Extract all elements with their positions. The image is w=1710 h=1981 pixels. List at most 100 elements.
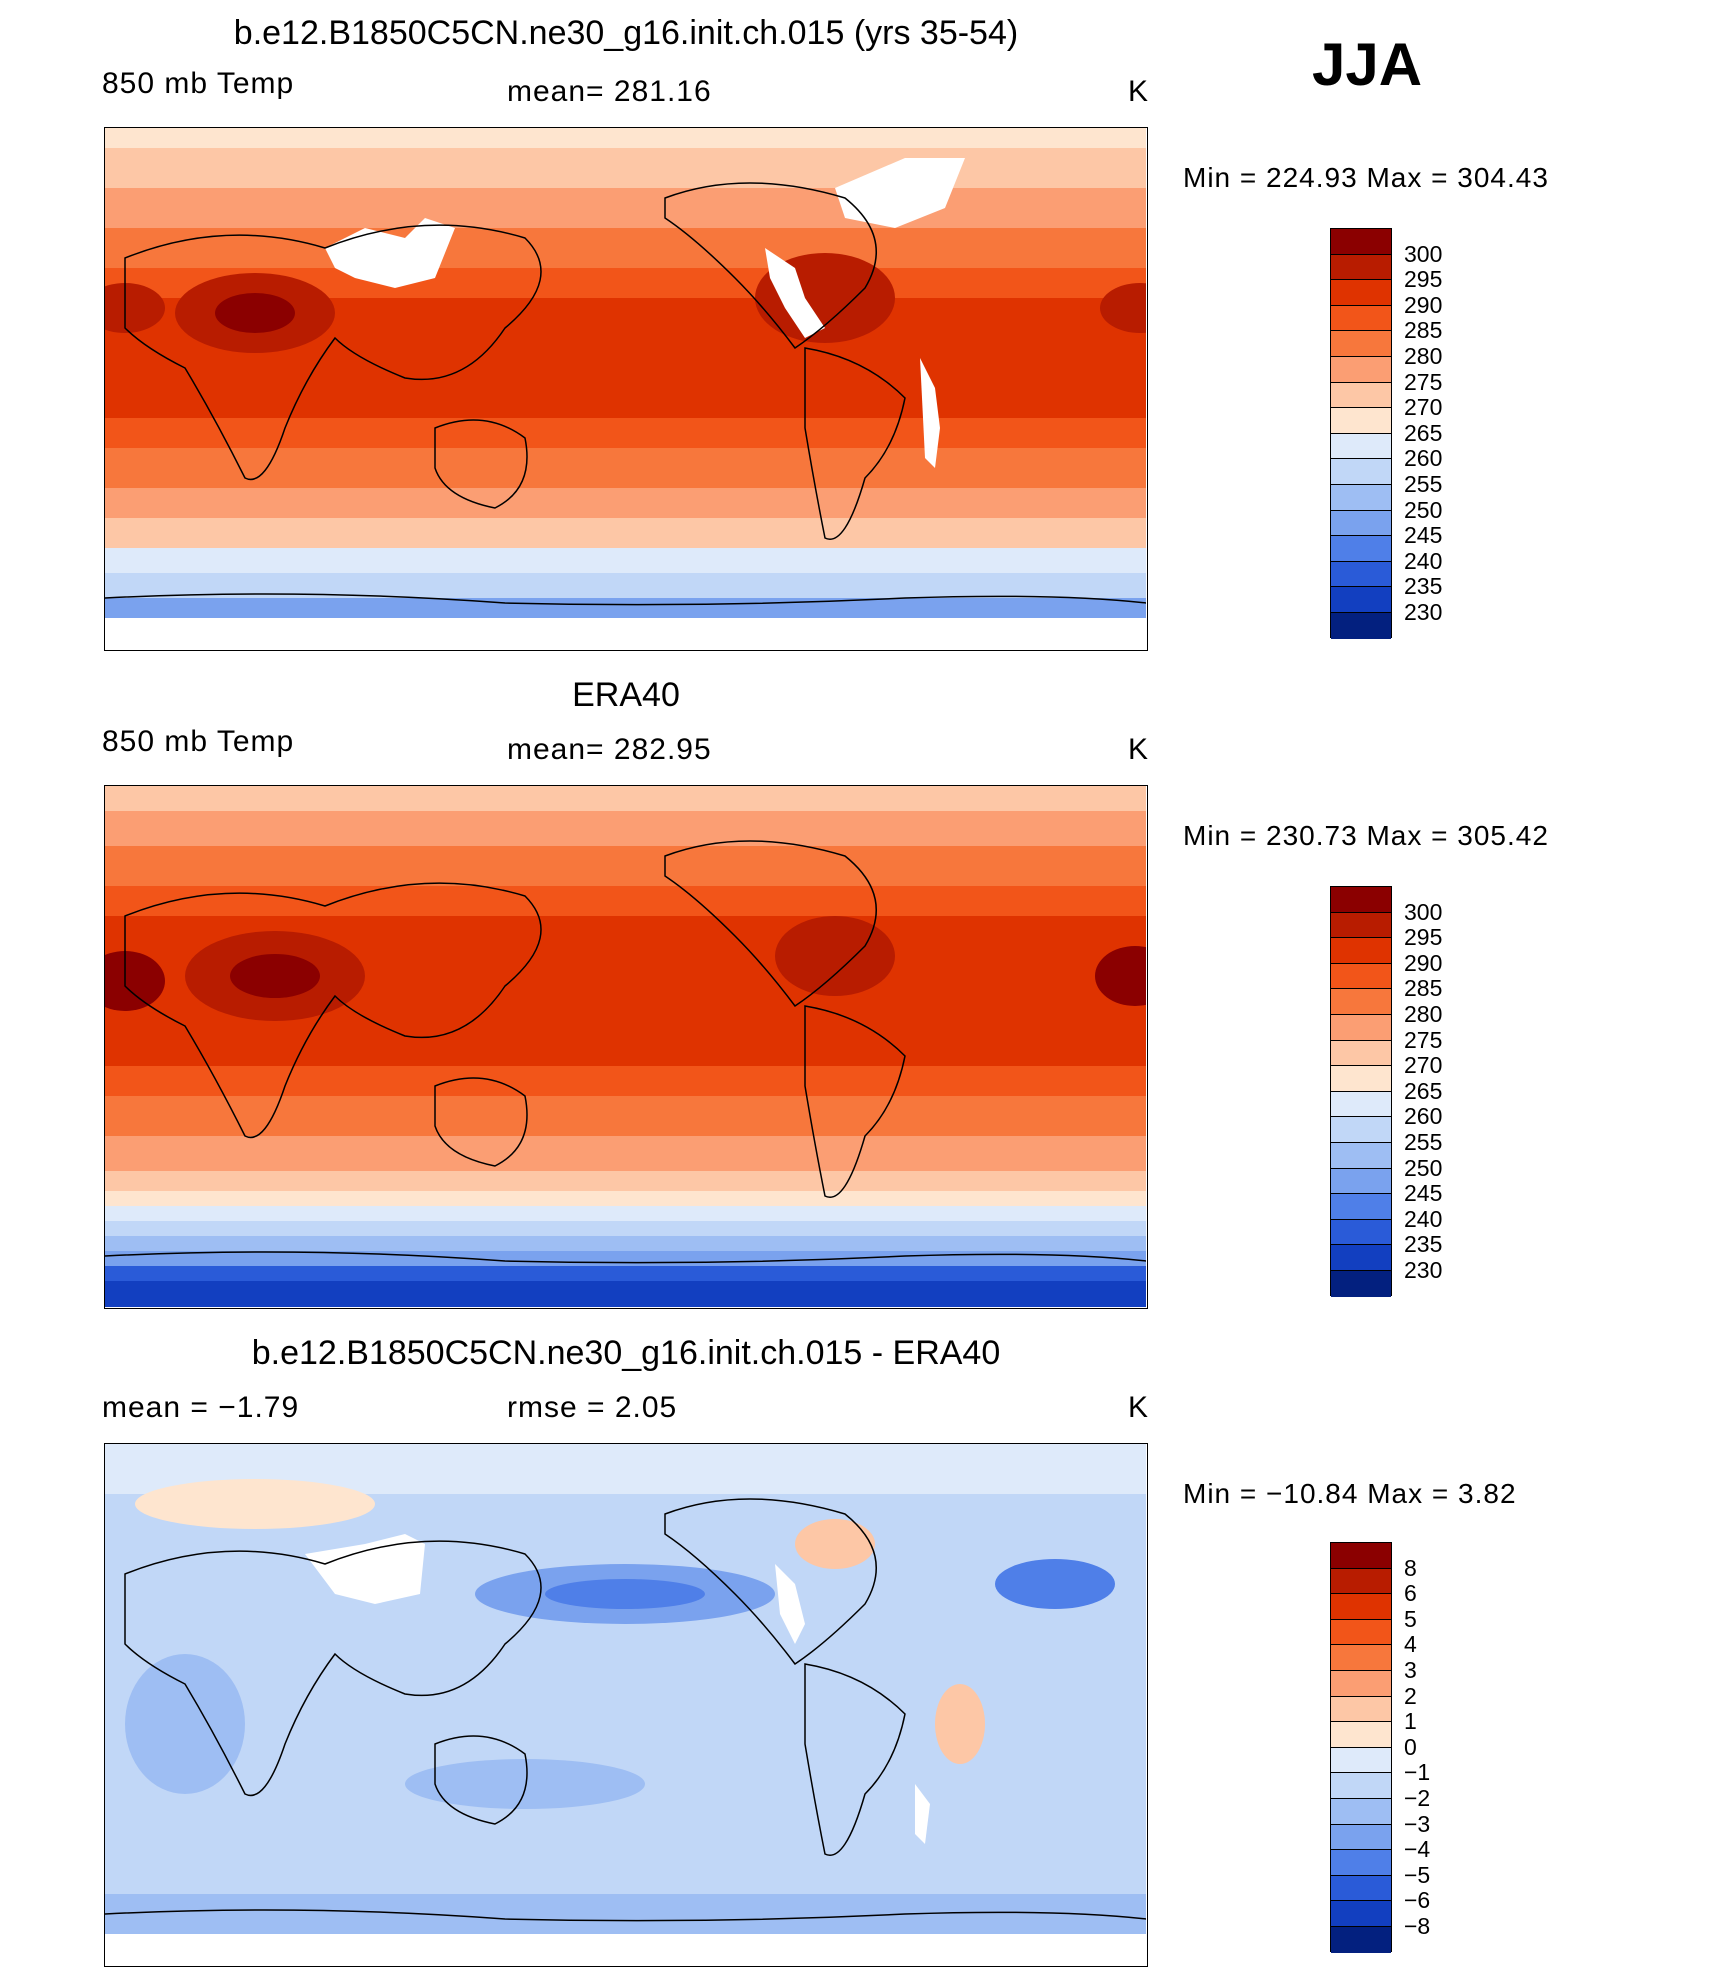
colorbar-label: 235	[1404, 1231, 1443, 1258]
anomaly	[135, 1479, 375, 1529]
masked-terrain	[835, 158, 965, 228]
colorbar-label: 260	[1404, 1103, 1443, 1130]
colorbar-label: 295	[1404, 266, 1443, 293]
panel-2-minmax: Min = 230.73 Max = 305.42	[1183, 820, 1549, 851]
colorbar-label: 240	[1404, 1205, 1443, 1232]
colorbar-label: 260	[1404, 445, 1443, 472]
panel-2-units: K	[1128, 733, 1150, 766]
hot-spot	[105, 283, 165, 333]
band	[105, 488, 1146, 518]
band	[105, 1136, 1146, 1171]
colorbar-label: 8	[1404, 1554, 1417, 1581]
panel-3-minmax: Min = −10.84 Max = 3.82	[1183, 1478, 1517, 1509]
colorbar-swatch	[1331, 536, 1391, 562]
colorbar-swatch	[1331, 1926, 1391, 1953]
band	[105, 811, 1146, 846]
colorbar-swatch	[1331, 1747, 1391, 1774]
colorbar-box	[1330, 1542, 1392, 1953]
colorbar-swatch	[1331, 1773, 1391, 1799]
colorbar-swatch	[1331, 1619, 1391, 1646]
band	[105, 228, 1146, 268]
colorbar-swatch	[1331, 1219, 1391, 1246]
colorbar-label: 295	[1404, 924, 1443, 951]
colorbar-label: 3	[1404, 1657, 1417, 1683]
colorbar-label: 300	[1404, 898, 1443, 925]
coastline	[664, 182, 877, 350]
panel-3-map	[104, 1443, 1148, 1967]
panel-1-minmax: Min = 224.93 Max = 304.43	[1183, 162, 1549, 193]
colorbar-swatch	[1331, 1066, 1391, 1092]
colorbar-swatch	[1331, 989, 1391, 1015]
colorbar-label: 245	[1404, 522, 1443, 549]
hot-spot	[105, 951, 165, 1011]
colorbar-label: 1	[1404, 1708, 1417, 1735]
colorbar-label: 290	[1404, 291, 1443, 318]
panel-3-title: b.e12.B1850C5CN.ne30_g16.init.ch.015 - E…	[251, 1334, 1001, 1372]
colorbar-swatch	[1331, 433, 1391, 460]
masked-terrain	[325, 218, 455, 288]
band	[105, 886, 1146, 916]
panel-1-units: K	[1128, 75, 1150, 108]
colorbar-swatch	[1331, 1696, 1391, 1723]
colorbar-swatch	[1331, 1568, 1391, 1595]
colorbar-swatch	[1331, 1875, 1391, 1902]
colorbar-swatch	[1331, 1245, 1391, 1271]
colorbar-label: 4	[1404, 1631, 1417, 1658]
panel-2-mean: mean= 282.95	[507, 733, 712, 766]
colorbar-label: 270	[1404, 1052, 1443, 1079]
band	[105, 418, 1146, 448]
colorbar-swatch	[1331, 382, 1391, 409]
colorbar-swatch	[1331, 912, 1391, 939]
anomaly	[935, 1684, 985, 1764]
coastline	[664, 1498, 877, 1666]
season-label: JJA	[1312, 31, 1423, 98]
colorbar-label: 280	[1404, 343, 1443, 369]
coastline	[804, 347, 906, 540]
coastline	[434, 1735, 528, 1825]
colorbar-swatch	[1331, 1850, 1391, 1876]
colorbar-label: 230	[1404, 1257, 1443, 1283]
colorbar-label: −2	[1404, 1785, 1431, 1811]
colorbar-label: 6	[1404, 1580, 1417, 1607]
anomaly	[995, 1559, 1115, 1609]
colorbar-label: 280	[1404, 1001, 1443, 1027]
coastline	[124, 1540, 542, 1797]
band	[105, 1221, 1146, 1236]
band	[105, 1096, 1146, 1136]
colorbar-label: 250	[1404, 1154, 1443, 1181]
panel-1-variable: 850 mb Temp	[102, 67, 295, 100]
colorbar-swatch	[1331, 587, 1391, 613]
masked-terrain	[305, 1534, 425, 1604]
colorbar-label: 285	[1404, 975, 1443, 1002]
band	[105, 846, 1146, 886]
colorbar-swatch	[1331, 1645, 1391, 1671]
band	[105, 598, 1146, 618]
panel-3-mean: mean = −1.79	[102, 1391, 300, 1424]
colorbar-label: −5	[1404, 1861, 1431, 1888]
anomaly	[545, 1579, 705, 1609]
masked-terrain	[920, 358, 940, 468]
coastline	[124, 224, 542, 481]
band	[105, 1066, 1146, 1096]
anomaly	[125, 1654, 245, 1794]
panel-1-title: b.e12.B1850C5CN.ne30_g16.init.ch.015 (yr…	[233, 14, 1019, 52]
band	[105, 448, 1146, 488]
colorbar-label: 240	[1404, 547, 1443, 574]
band	[105, 128, 1146, 148]
colorbar-label: 265	[1404, 1077, 1443, 1104]
coastline	[124, 882, 542, 1139]
colorbar-swatch	[1331, 356, 1391, 383]
panel-2-title: ERA40	[572, 676, 680, 714]
colorbar-label: 275	[1404, 1026, 1443, 1053]
colorbar-label: 0	[1404, 1733, 1417, 1760]
colorbar-label: 245	[1404, 1180, 1443, 1207]
colorbar-label: −4	[1404, 1836, 1431, 1863]
hot-spot	[1095, 946, 1146, 1006]
hot-spot	[775, 916, 895, 996]
coastline	[105, 1909, 1146, 1922]
colorbar-swatch	[1331, 408, 1391, 434]
colorbar-swatch	[1331, 254, 1391, 281]
anomaly	[795, 1519, 875, 1569]
colorbar-swatch	[1331, 1194, 1391, 1220]
hot-spot	[1100, 283, 1146, 333]
